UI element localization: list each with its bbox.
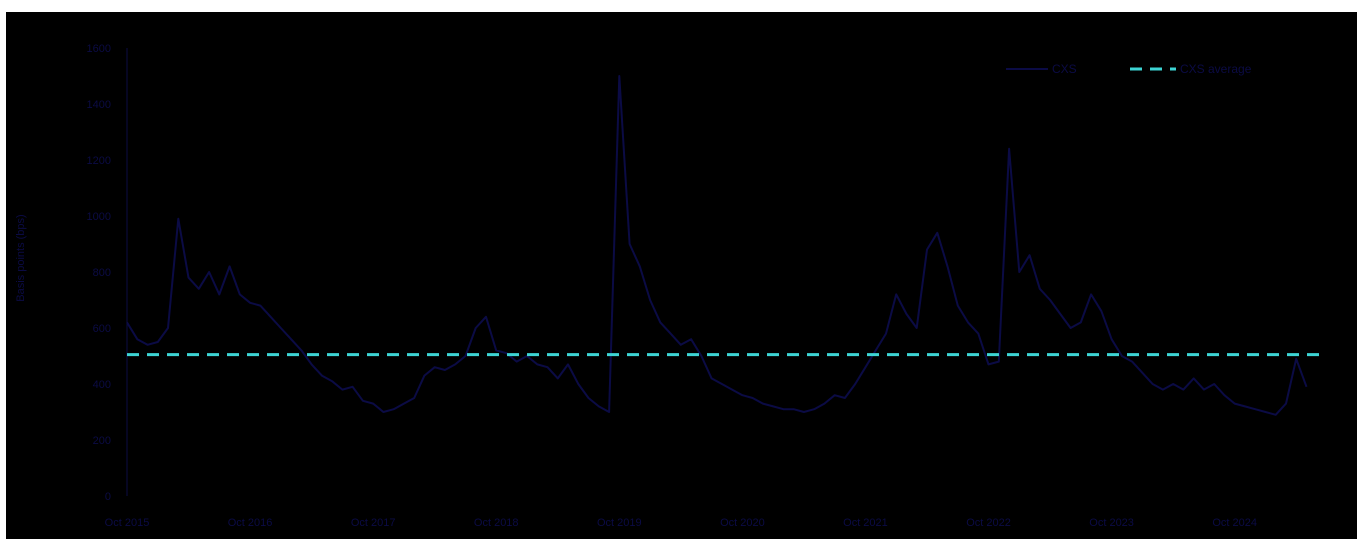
x-tick-label: Oct 2022 [966, 517, 1011, 529]
x-tick-label: Oct 2018 [474, 517, 519, 529]
y-tick-label: 0 [105, 491, 111, 503]
y-tick-label: 800 [93, 267, 111, 279]
y-tick-label: 400 [93, 379, 111, 391]
x-tick-label: Oct 2016 [228, 517, 273, 529]
y-axis-title: Basis points (bps) [15, 214, 27, 301]
legend-item-cxs-average: CXS average [1130, 62, 1252, 76]
x-tick-label: Oct 2024 [1212, 517, 1257, 529]
line-chart: Basis points (bps) 0 200 400 600 800 1000 1200… [15, 43, 1327, 529]
x-tick-label: Oct 2015 [105, 517, 150, 529]
x-tick-label: Oct 2021 [843, 517, 888, 529]
x-tick-label: Oct 2019 [597, 517, 642, 529]
plot-area [126, 75, 1327, 416]
legend-label-cxs: CXS [1052, 62, 1077, 76]
x-tick-label: Oct 2017 [351, 517, 396, 529]
y-tick-label: 200 [93, 435, 111, 447]
series-line-cxs [126, 75, 1308, 416]
y-axis-title-group: Basis points (bps) [15, 214, 27, 301]
y-tick-label: 1000 [87, 211, 111, 223]
y-tick-label: 1400 [87, 99, 111, 111]
y-tick-label: 1200 [87, 155, 111, 167]
y-axis-ticks: 0 200 400 600 800 1000 1200 1400 1600 [87, 43, 128, 503]
x-axis-ticks: Oct 2015 Oct 2016 Oct 2017 Oct 2018 Oct 2019… [105, 517, 1257, 529]
chart-container: Basis points (bps) 0 200 400 600 800 1000 1200… [6, 12, 1357, 539]
x-tick-label: Oct 2023 [1089, 517, 1134, 529]
legend-item-cxs: CXS [1006, 62, 1077, 76]
legend-label-cxs-average: CXS average [1180, 62, 1252, 76]
legend: CXS CXS average [1006, 62, 1252, 76]
y-tick-label: 600 [93, 323, 111, 335]
x-tick-label: Oct 2020 [720, 517, 765, 529]
y-tick-label: 1600 [87, 43, 111, 55]
